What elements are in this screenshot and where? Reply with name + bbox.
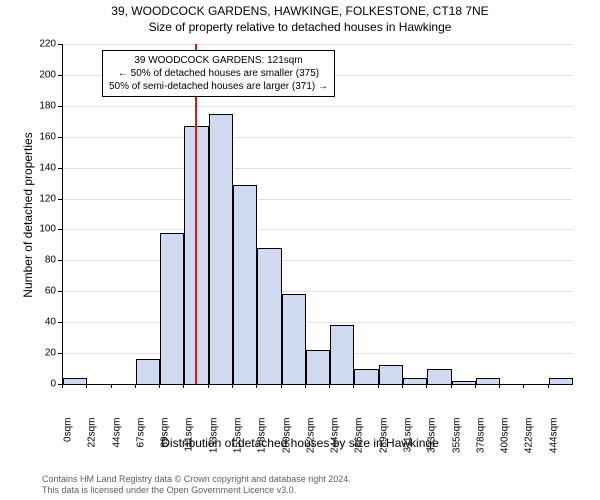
histogram-bar [282,294,306,384]
xtick-label: 200sqm [281,418,292,468]
ytick-mark [58,291,62,292]
ytick-label: 180 [0,100,56,111]
xtick-mark [523,384,524,388]
xtick-label: 111sqm [184,418,195,468]
xtick-label: 67sqm [135,418,146,468]
grid-line [63,137,573,138]
ytick-mark [58,137,62,138]
xtick-mark [329,384,330,388]
xtick-mark [402,384,403,388]
ytick-mark [58,44,62,45]
histogram-bar [136,359,160,384]
histogram-bar [354,369,378,384]
grid-line [63,229,573,230]
histogram-bar [160,233,184,384]
footer-attribution: Contains HM Land Registry data © Crown c… [42,474,351,496]
grid-line [63,322,573,323]
xtick-mark [256,384,257,388]
ytick-label: 120 [0,193,56,204]
histogram-bar [403,378,427,384]
grid-line [63,291,573,292]
histogram-bar [209,114,233,384]
xtick-mark [232,384,233,388]
ytick-mark [58,353,62,354]
histogram-bar [330,325,354,384]
ytick-label: 200 [0,69,56,80]
ytick-mark [58,199,62,200]
info-line-2: ← 50% of detached houses are smaller (37… [109,67,328,80]
xtick-label: 289sqm [378,418,389,468]
xtick-label: 378sqm [475,418,486,468]
xtick-mark [62,384,63,388]
ytick-label: 140 [0,162,56,173]
histogram-bar [549,378,573,384]
xtick-mark [86,384,87,388]
xtick-label: 155sqm [233,418,244,468]
histogram-bar [379,365,403,384]
info-line-3: 50% of semi-detached houses are larger (… [109,80,328,93]
xtick-label: 422sqm [524,418,535,468]
ytick-label: 60 [0,286,56,297]
xtick-mark [111,384,112,388]
xtick-label: 444sqm [548,418,559,468]
xtick-mark [159,384,160,388]
histogram-bar [233,185,257,384]
ytick-label: 160 [0,131,56,142]
xtick-mark [281,384,282,388]
xtick-mark [548,384,549,388]
info-line-1: 39 WOODCOCK GARDENS: 121sqm [109,54,328,67]
ytick-mark [58,229,62,230]
xtick-mark [378,384,379,388]
grid-line [63,168,573,169]
grid-line [63,44,573,45]
footer-line-2: This data is licensed under the Open Gov… [42,485,351,496]
xtick-label: 22sqm [87,418,98,468]
grid-line [63,199,573,200]
xtick-mark [426,384,427,388]
xtick-label: 222sqm [305,418,316,468]
title-line-2: Size of property relative to detached ho… [0,20,600,36]
xtick-mark [499,384,500,388]
histogram-bar [427,369,451,384]
ytick-label: 0 [0,379,56,390]
histogram-bar [476,378,500,384]
xtick-label: 244sqm [330,418,341,468]
xtick-mark [208,384,209,388]
ytick-mark [58,322,62,323]
ytick-mark [58,260,62,261]
info-box: 39 WOODCOCK GARDENS: 121sqm← 50% of deta… [102,50,335,97]
histogram-bar [257,248,281,384]
ytick-mark [58,75,62,76]
ytick-mark [58,168,62,169]
xtick-label: 400sqm [500,418,511,468]
xtick-mark [135,384,136,388]
xtick-label: 89sqm [160,418,171,468]
xtick-label: 133sqm [208,418,219,468]
xtick-mark [183,384,184,388]
ytick-label: 40 [0,317,56,328]
xtick-mark [305,384,306,388]
histogram-bar [63,378,87,384]
ytick-label: 20 [0,348,56,359]
ytick-mark [58,106,62,107]
ytick-label: 100 [0,224,56,235]
grid-line [63,260,573,261]
xtick-label: 355sqm [451,418,462,468]
grid-line [63,106,573,107]
histogram-bar [452,381,476,384]
ytick-label: 80 [0,255,56,266]
xtick-mark [353,384,354,388]
xtick-label: 333sqm [427,418,438,468]
ytick-label: 220 [0,39,56,50]
title-line-1: 39, WOODCOCK GARDENS, HAWKINGE, FOLKESTO… [0,4,600,20]
histogram-bar [306,350,330,384]
xtick-label: 44sqm [111,418,122,468]
xtick-label: 178sqm [257,418,268,468]
xtick-label: 266sqm [354,418,365,468]
xtick-mark [451,384,452,388]
xtick-mark [475,384,476,388]
footer-line-1: Contains HM Land Registry data © Crown c… [42,474,351,485]
xtick-label: 311sqm [403,418,414,468]
xtick-label: 0sqm [63,418,74,468]
